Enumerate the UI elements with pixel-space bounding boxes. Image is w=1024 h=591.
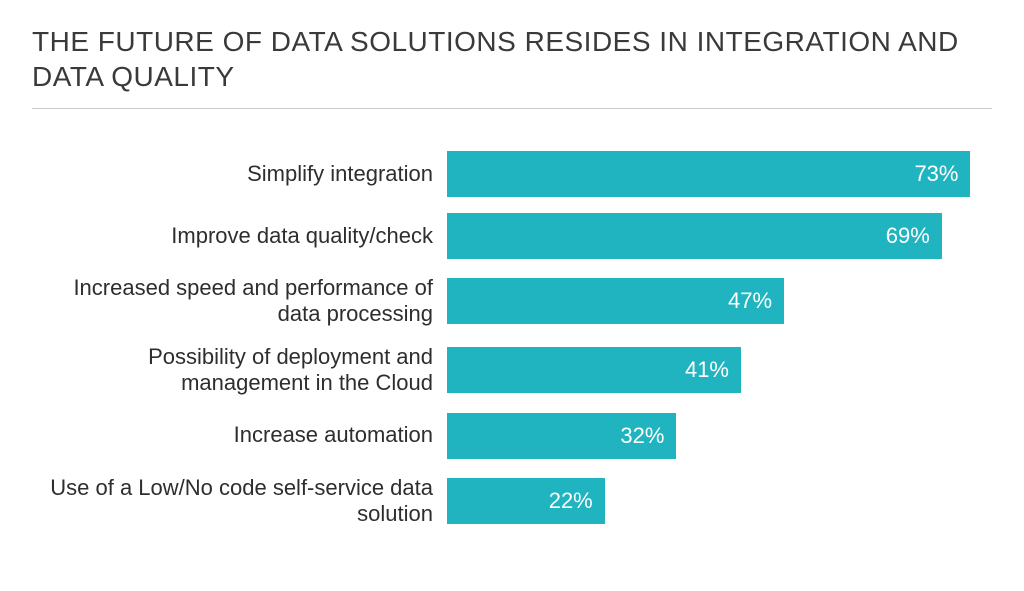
bar-label: Use of a Low/No code self-service data s… <box>32 475 447 528</box>
bar-value: 69% <box>886 223 930 249</box>
chart-title: THE FUTURE OF DATA SOLUTIONS RESIDES IN … <box>32 24 992 109</box>
bar-chart: Simplify integration 73% Improve data qu… <box>32 151 992 527</box>
bar: 69% <box>447 213 942 259</box>
chart-row: Increased speed and performance of data … <box>32 275 992 328</box>
bar-label: Simplify integration <box>32 161 447 187</box>
bar-track: 47% <box>447 278 992 324</box>
bar-label: Possibility of deployment and management… <box>32 344 447 397</box>
bar-track: 69% <box>447 213 992 259</box>
bar-value: 32% <box>620 423 664 449</box>
bar: 73% <box>447 151 970 197</box>
bar: 22% <box>447 478 605 524</box>
bar: 47% <box>447 278 784 324</box>
chart-row: Increase automation 32% <box>32 413 992 459</box>
bar-value: 73% <box>914 161 958 187</box>
chart-row: Possibility of deployment and management… <box>32 344 992 397</box>
bar-value: 41% <box>685 357 729 383</box>
chart-row: Use of a Low/No code self-service data s… <box>32 475 992 528</box>
chart-container: THE FUTURE OF DATA SOLUTIONS RESIDES IN … <box>0 0 1024 567</box>
bar: 41% <box>447 347 741 393</box>
bar-value: 22% <box>549 488 593 514</box>
bar-label: Increased speed and performance of data … <box>32 275 447 328</box>
bar-label: Improve data quality/check <box>32 223 447 249</box>
bar-track: 41% <box>447 347 992 393</box>
chart-row: Improve data quality/check 69% <box>32 213 992 259</box>
bar-track: 73% <box>447 151 992 197</box>
bar-track: 22% <box>447 478 992 524</box>
bar: 32% <box>447 413 676 459</box>
bar-track: 32% <box>447 413 992 459</box>
chart-row: Simplify integration 73% <box>32 151 992 197</box>
bar-value: 47% <box>728 288 772 314</box>
bar-label: Increase automation <box>32 422 447 448</box>
